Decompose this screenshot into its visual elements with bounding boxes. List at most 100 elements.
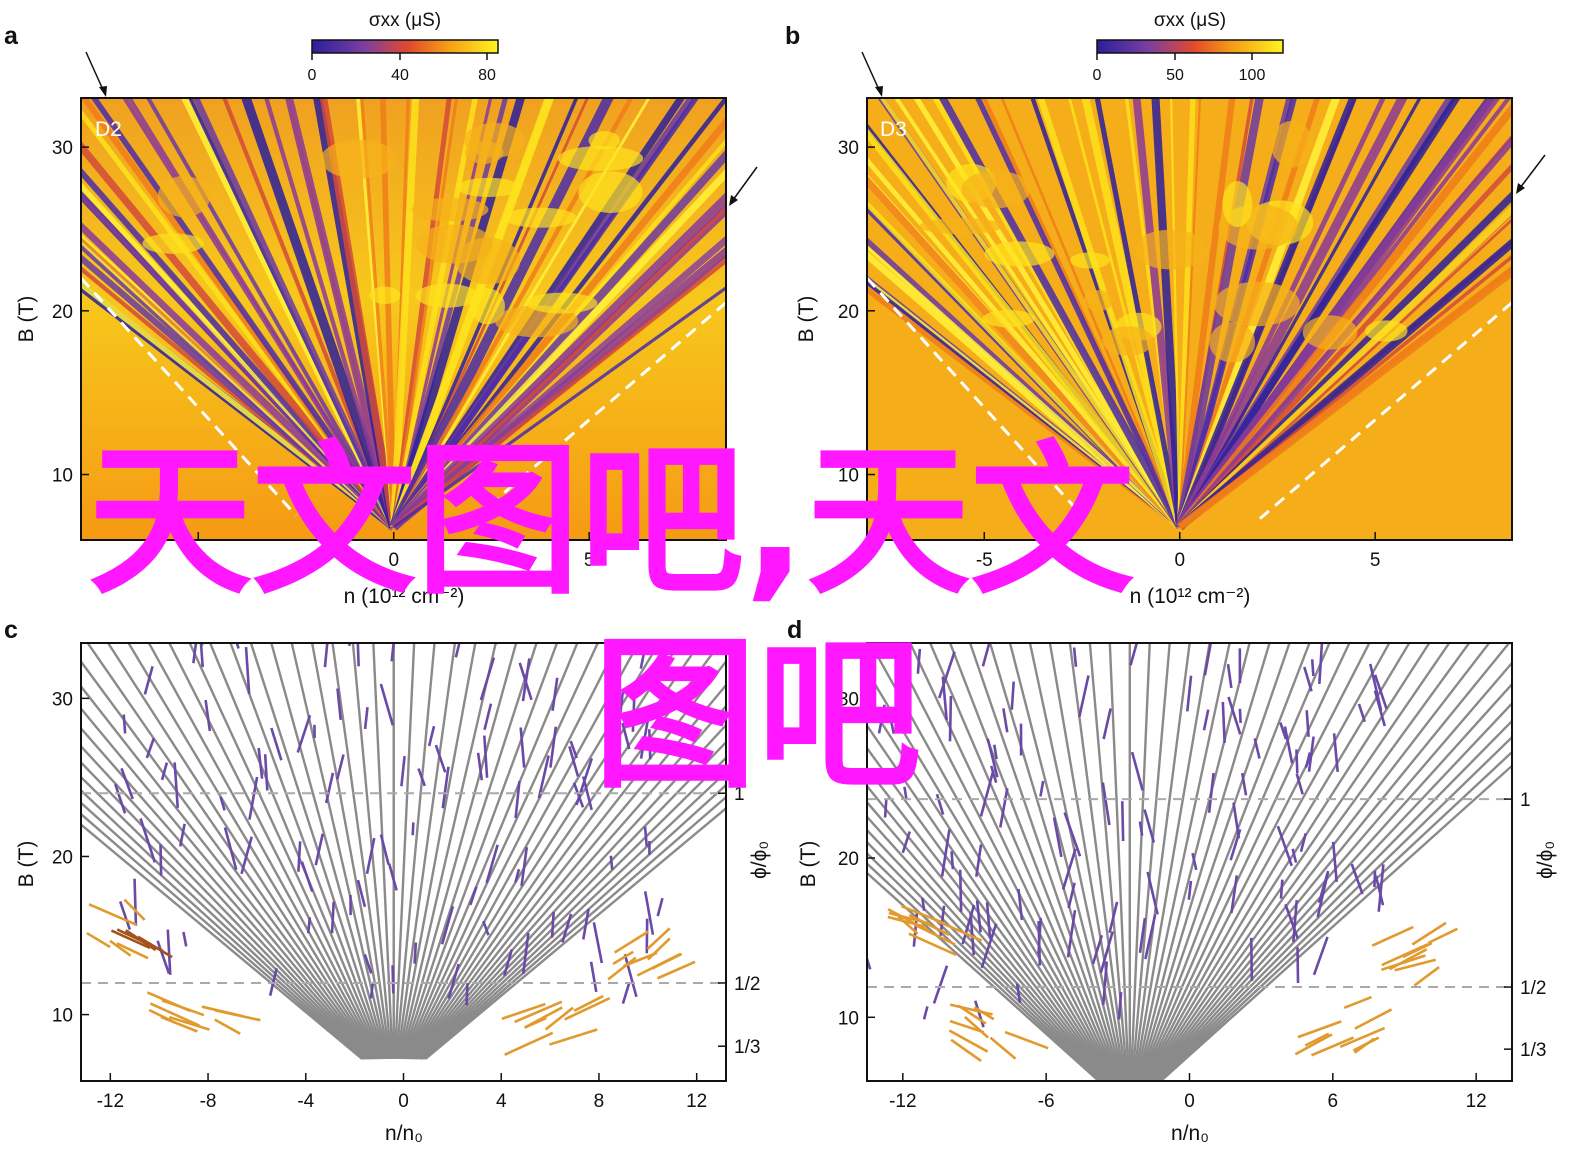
- gap-dash-right-b: [1256, 301, 1512, 522]
- fan-line-c-12: [106, 643, 378, 1060]
- fan-segment-d-98: [979, 769, 995, 817]
- fan-line-c-51: [423, 795, 726, 1060]
- fan-segment-c-101: [581, 776, 593, 811]
- fan-line-d-10: [867, 723, 1112, 1081]
- fan-segment-d-12: [975, 844, 983, 877]
- edge-segment-c-3-4: [564, 997, 611, 1021]
- x-tick-label-b-2: 5: [1370, 550, 1381, 571]
- fan-segment-c-10: [219, 796, 226, 811]
- edge-segment-d-3-1: [1339, 1026, 1386, 1048]
- fan-line-c-10: [81, 659, 376, 1060]
- fan-segment-c-66: [369, 983, 375, 999]
- fan-segment-d-26: [975, 900, 982, 933]
- fan-segment-d-6: [989, 765, 998, 784]
- edge-segment-c-0-3: [116, 928, 164, 953]
- fan-segment-c-18: [159, 844, 163, 876]
- fan-segment-d-104: [1101, 782, 1111, 826]
- fan-line-d-14: [888, 643, 1117, 1081]
- fan-line-d-28: [1130, 643, 1171, 1081]
- edge-segment-d-3-8: [1294, 1033, 1333, 1056]
- heatmap-streak-a-63: [392, 285, 726, 529]
- x-tick-label-d-3: 6: [1328, 1091, 1339, 1112]
- edge-segment-d-0-2: [908, 913, 950, 936]
- fan-segment-c-83: [199, 643, 204, 668]
- heatmap-streak-b-10: [867, 175, 1183, 530]
- fan-segment-d-41: [1067, 882, 1076, 909]
- fan-segment-c-58: [114, 783, 127, 814]
- fan-segment-d-10: [1253, 738, 1261, 759]
- fan-segment-c-57: [485, 844, 499, 884]
- fan-segment-c-21: [145, 737, 156, 759]
- fan-segment-c-7: [336, 688, 343, 720]
- fan-segment-d-34: [1226, 664, 1233, 689]
- y-tick-label-b-2: 30: [838, 138, 859, 159]
- edge-segment-c-1-0: [168, 1015, 210, 1031]
- fan-segment-d-55: [1146, 871, 1159, 915]
- fan-line-c-46: [417, 723, 726, 1060]
- edge-segment-d-0-6: [901, 904, 943, 924]
- heatmap-blob-b-0: [1270, 120, 1314, 168]
- heatmap-blob-b-11: [1213, 281, 1300, 327]
- fan-line-d-34: [1138, 643, 1291, 1081]
- gap-dash-right-a: [470, 301, 726, 522]
- heatmap-blob-b-13: [1070, 252, 1110, 269]
- fan-line-c-3: [81, 788, 367, 1060]
- fan-segment-c-104: [561, 913, 573, 943]
- fan-segment-c-87: [643, 826, 649, 847]
- fan-segment-c-41: [166, 929, 172, 975]
- fan-segment-c-53: [469, 886, 478, 906]
- fan-segment-d-36: [1295, 773, 1304, 795]
- fan-segment-c-22: [118, 900, 132, 930]
- heatmap-streak-b-13: [867, 127, 1183, 530]
- heatmap-blob-a-7: [157, 175, 211, 218]
- fan-segment-d-18: [1307, 736, 1315, 772]
- fan-segment-d-58: [1295, 749, 1299, 774]
- x-tick-label-c-1: -8: [200, 1091, 217, 1112]
- edge-segment-c-1-6: [148, 1008, 177, 1024]
- edge-segment-c-2-2: [646, 927, 671, 950]
- fan-segment-c-92: [519, 727, 526, 768]
- heatmap-streak-a-21: [192, 98, 397, 529]
- fan-segment-c-9: [379, 834, 390, 865]
- fan-segment-d-44: [1010, 681, 1015, 710]
- fan-line-c-14: [147, 643, 381, 1060]
- fan-segment-d-101: [867, 954, 872, 970]
- fan-segment-c-85: [356, 643, 360, 667]
- fan-line-d-0: [867, 871, 1100, 1081]
- fan-segment-c-78: [314, 833, 324, 866]
- heatmap-blob-b-9: [1302, 315, 1358, 350]
- fan-line-c-7: [81, 726, 372, 1060]
- fan-segment-d-81: [1316, 872, 1330, 918]
- edge-segment-d-0-8: [887, 908, 929, 932]
- edge-segment-c-3-5: [524, 1006, 563, 1029]
- fan-line-d-47: [1153, 682, 1512, 1081]
- fan-line-c-27: [393, 643, 416, 1059]
- arrow-a-right: [729, 166, 758, 206]
- fan-line-d-30: [1133, 643, 1211, 1081]
- fan-line-d-49: [1156, 719, 1512, 1081]
- fan-segment-c-20: [514, 868, 521, 883]
- edge-segment-d-1-8: [964, 1015, 990, 1039]
- edge-segment-d-1-7: [973, 1006, 995, 1021]
- fan-segment-c-86: [391, 965, 395, 994]
- edge-segment-d-3-2: [1310, 1036, 1355, 1057]
- heatmap-streak-b-21: [974, 98, 1183, 529]
- fan-segment-c-13: [609, 855, 614, 870]
- fan-line-c-52: [424, 806, 726, 1060]
- fan-segment-c-107: [330, 901, 335, 934]
- colorbar-tick-b-2: 100: [1239, 67, 1266, 84]
- fan-segment-d-28: [903, 786, 908, 801]
- fan-segment-c-100: [417, 768, 427, 787]
- y-axis-label-d: B (T): [797, 841, 820, 888]
- fan-line-c-9: [81, 684, 374, 1060]
- fan-line-d-19: [988, 643, 1123, 1081]
- fan-segment-c-34: [182, 931, 188, 947]
- heatmap-blob-b-4: [919, 217, 1003, 235]
- heatmap-streak-b-15: [879, 98, 1182, 529]
- flux-lines-d: [867, 798, 1512, 989]
- fan-segment-c-48: [521, 932, 530, 975]
- fan-line-d-13: [868, 643, 1116, 1081]
- fan-segment-c-89: [643, 891, 655, 935]
- fan-line-d-37: [1141, 643, 1351, 1081]
- heatmap-streak-a-57: [392, 206, 726, 529]
